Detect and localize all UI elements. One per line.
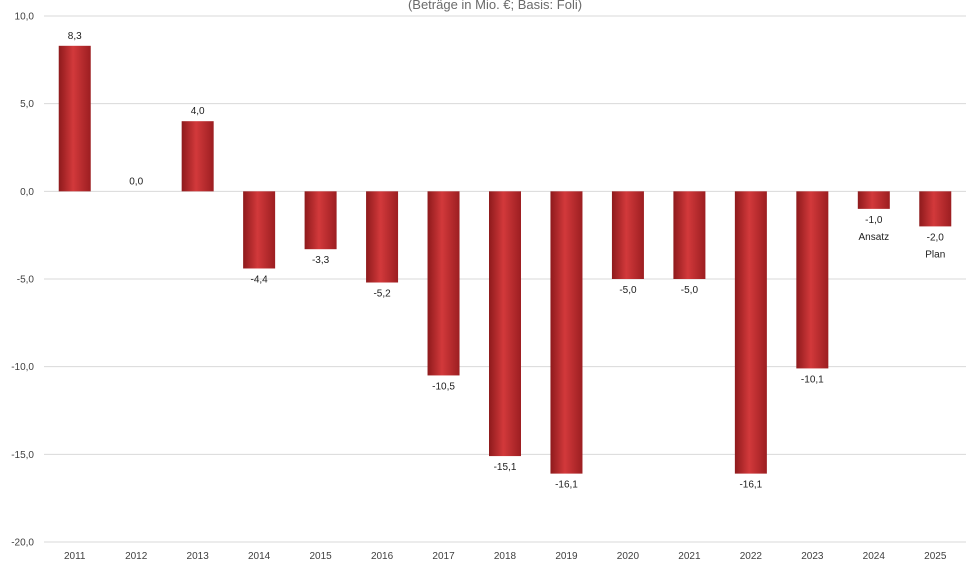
data-label: -15,1 (494, 462, 517, 473)
data-label: 0,0 (129, 176, 143, 187)
x-tick-label: 2019 (555, 551, 578, 562)
data-label: -10,5 (432, 381, 455, 392)
x-tick-label: 2016 (371, 551, 394, 562)
bar (58, 45, 91, 192)
x-tick-label: 2018 (494, 551, 517, 562)
bar (243, 191, 276, 269)
data-label: -4,4 (251, 274, 269, 285)
data-label: -16,1 (555, 480, 578, 491)
bar (919, 191, 952, 227)
x-tick-label: 2011 (64, 551, 86, 562)
data-label: -5,2 (373, 289, 391, 300)
y-tick-label: 10,0 (15, 12, 35, 23)
x-tick-label: 2015 (309, 551, 332, 562)
x-tick-label: 2012 (125, 551, 148, 562)
data-label: -2,0 (927, 232, 945, 243)
data-label: 8,3 (68, 31, 82, 42)
bar (734, 191, 767, 474)
data-label: -16,1 (739, 480, 762, 491)
bar (550, 191, 583, 474)
bar (673, 191, 706, 279)
bar (427, 191, 460, 376)
x-tick-label: 2024 (863, 551, 886, 562)
bar (366, 191, 399, 283)
x-tick-label: 2023 (801, 551, 824, 562)
y-tick-label: -15,0 (11, 450, 34, 461)
data-label: 4,0 (191, 106, 205, 117)
y-tick-label: -5,0 (17, 275, 35, 286)
bar (796, 191, 829, 369)
x-tick-label: 2022 (740, 551, 763, 562)
data-label: -5,0 (681, 285, 699, 296)
data-label: -3,3 (312, 255, 330, 266)
x-tick-label: 2013 (187, 551, 210, 562)
x-tick-label: 2017 (432, 551, 455, 562)
data-label: -1,0 (865, 215, 883, 226)
x-tick-label: 2025 (924, 551, 947, 562)
y-tick-label: 5,0 (20, 99, 34, 110)
bar-annotation: Plan (925, 249, 945, 260)
bar (611, 191, 644, 279)
chart-subtitle: (Beträge in Mio. €; Basis: Foli) (408, 0, 582, 12)
x-tick-label: 2021 (678, 551, 701, 562)
y-tick-label: -20,0 (11, 538, 34, 549)
x-tick-label: 2014 (248, 551, 271, 562)
bar-annotation: Ansatz (859, 232, 890, 243)
bar (181, 121, 214, 192)
data-label: -10,1 (801, 374, 824, 385)
bar (857, 191, 890, 209)
x-tick-label: 2020 (617, 551, 640, 562)
bar (489, 191, 521, 457)
y-tick-label: 0,0 (20, 187, 34, 198)
bar (304, 191, 337, 250)
y-tick-label: -10,0 (11, 362, 34, 373)
data-label: -5,0 (619, 285, 637, 296)
